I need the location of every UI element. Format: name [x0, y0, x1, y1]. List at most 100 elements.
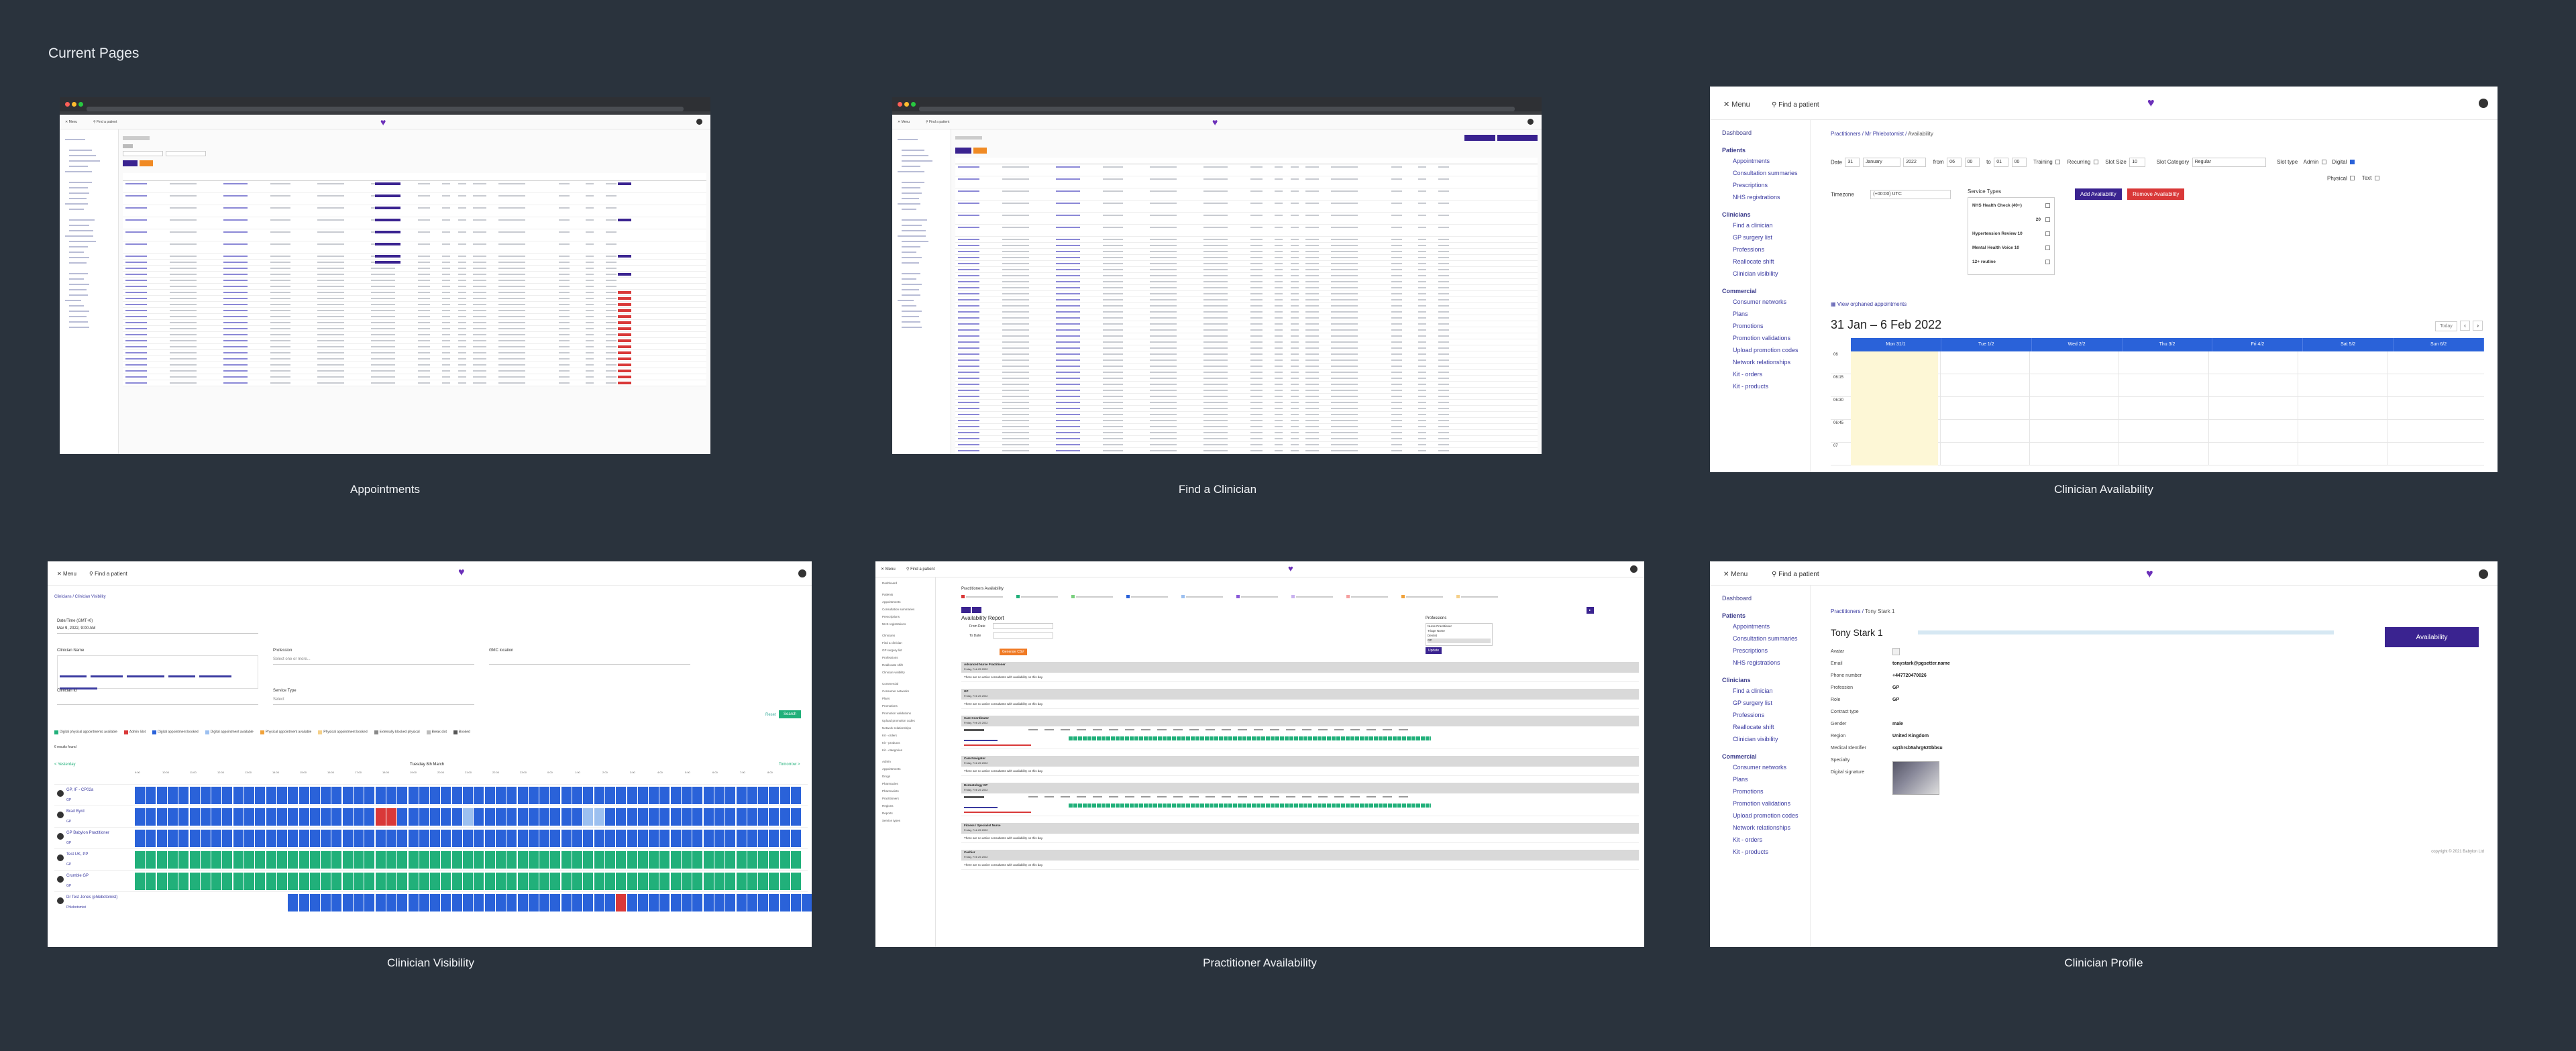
sidebar-item[interactable] — [69, 219, 118, 226]
slot[interactable] — [627, 851, 637, 869]
table-row[interactable] — [955, 164, 1538, 176]
slot[interactable] — [758, 851, 769, 869]
nav-clinicians-item[interactable]: Professions — [1733, 246, 1765, 253]
day-select[interactable]: 31 — [1845, 157, 1860, 167]
clinician-tag[interactable] — [127, 675, 164, 677]
slot[interactable] — [156, 830, 167, 847]
find-patient-link[interactable]: ⚲ Find a patient — [906, 567, 935, 571]
slot[interactable] — [200, 787, 211, 804]
add-availability-button[interactable]: Add Availability — [2075, 188, 2122, 200]
avatar-icon[interactable] — [1630, 565, 1638, 573]
slot[interactable] — [649, 830, 659, 847]
table-row[interactable] — [123, 320, 706, 326]
slot[interactable] — [528, 894, 539, 911]
clinician-row[interactable]: GP Babylon Practitioner GP — [54, 827, 808, 848]
slot[interactable] — [670, 851, 681, 869]
sidebar-item[interactable] — [902, 182, 951, 188]
clinician-name[interactable]: Crumble GP — [66, 874, 89, 878]
slot-category-select[interactable]: Regular — [2192, 157, 2266, 167]
slot[interactable] — [769, 808, 780, 826]
recurring-checkbox[interactable] — [2093, 160, 2098, 165]
slot[interactable] — [375, 830, 386, 847]
table-row[interactable] — [955, 201, 1538, 213]
search-button[interactable] — [955, 148, 971, 154]
slot[interactable] — [627, 787, 637, 804]
sidebar-item[interactable] — [902, 257, 951, 264]
sidebar-item[interactable] — [69, 305, 118, 312]
slot[interactable] — [408, 808, 419, 826]
find-patient-link[interactable]: ⚲ Find a patient — [1772, 571, 1819, 578]
slot[interactable] — [791, 787, 801, 804]
slot[interactable] — [167, 873, 178, 890]
sidebar-item[interactable] — [902, 289, 951, 296]
slot[interactable] — [550, 808, 561, 826]
remove-availability-button[interactable]: Remove Availability — [2127, 188, 2185, 200]
sidebar-item[interactable]: Reallocate shift — [882, 663, 903, 667]
slot[interactable] — [747, 787, 757, 804]
slot[interactable] — [244, 873, 254, 890]
slot[interactable] — [594, 894, 604, 911]
slot[interactable] — [244, 830, 254, 847]
slot[interactable] — [156, 851, 167, 869]
sidebar-item[interactable]: Find a clinician — [882, 641, 902, 645]
slot[interactable] — [572, 808, 582, 826]
prev-button[interactable] — [961, 607, 971, 613]
slot[interactable] — [758, 830, 769, 847]
slot[interactable] — [200, 873, 211, 890]
text-checkbox[interactable] — [2374, 176, 2379, 181]
sidebar-item[interactable] — [69, 273, 118, 280]
sidebar-item[interactable] — [65, 133, 118, 140]
table-row[interactable] — [123, 344, 706, 350]
table-row[interactable] — [955, 188, 1538, 201]
sidebar-item[interactable] — [65, 166, 118, 172]
slot[interactable] — [682, 894, 692, 911]
slot[interactable] — [594, 808, 604, 826]
sidebar-item[interactable] — [69, 182, 118, 188]
slot[interactable] — [736, 808, 747, 826]
slot[interactable] — [331, 808, 342, 826]
table-row[interactable] — [123, 350, 706, 356]
table-row[interactable] — [123, 374, 706, 380]
service-type-option[interactable]: Hypertension Review 10 — [1971, 227, 2051, 241]
slot[interactable] — [397, 830, 408, 847]
slot[interactable] — [780, 830, 790, 847]
slot[interactable] — [484, 851, 495, 869]
sidebar-item[interactable]: Clinicians — [882, 634, 896, 637]
date-input[interactable]: Mar 9, 2022, 9:00 AM — [57, 624, 258, 634]
sidebar-item[interactable]: Reports — [882, 812, 893, 815]
gmc-input[interactable] — [489, 655, 690, 665]
sidebar-item[interactable] — [902, 144, 951, 151]
table-row[interactable] — [955, 430, 1538, 436]
slot[interactable] — [736, 830, 747, 847]
profession-option[interactable]: Nurse Practitioner — [1428, 624, 1452, 628]
to-minute-select[interactable]: 00 — [2011, 157, 2027, 167]
slot[interactable] — [604, 787, 615, 804]
slot[interactable] — [604, 873, 615, 890]
slot[interactable] — [397, 873, 408, 890]
sidebar-item[interactable] — [69, 246, 118, 253]
slot[interactable] — [419, 808, 429, 826]
slot[interactable] — [703, 808, 714, 826]
profession-option[interactable]: Triage Nurse — [1428, 629, 1445, 632]
menu-icon[interactable]: ✕ Menu — [65, 120, 78, 124]
slot[interactable] — [222, 808, 233, 826]
slot[interactable] — [682, 787, 692, 804]
slot[interactable] — [714, 873, 724, 890]
slot[interactable] — [135, 894, 145, 911]
nav-commercial-item[interactable]: Upload promotion codes — [1733, 347, 1799, 353]
slot[interactable] — [616, 851, 627, 869]
slot[interactable] — [419, 873, 429, 890]
menu-button[interactable]: ✕ Menu — [57, 571, 76, 577]
practitioner-row[interactable] — [961, 793, 1639, 816]
service-type-checkbox[interactable] — [2045, 217, 2050, 222]
table-row[interactable] — [955, 279, 1538, 285]
nav-patients[interactable]: Patients — [1722, 147, 1746, 154]
slot[interactable] — [331, 787, 342, 804]
slot[interactable] — [736, 894, 747, 911]
slot[interactable] — [364, 830, 375, 847]
slot[interactable] — [321, 787, 331, 804]
slot[interactable] — [583, 894, 594, 911]
nav-clinicians-item[interactable]: Clinician visibility — [1733, 736, 1778, 742]
slot[interactable] — [474, 787, 484, 804]
table-row[interactable] — [955, 412, 1538, 418]
